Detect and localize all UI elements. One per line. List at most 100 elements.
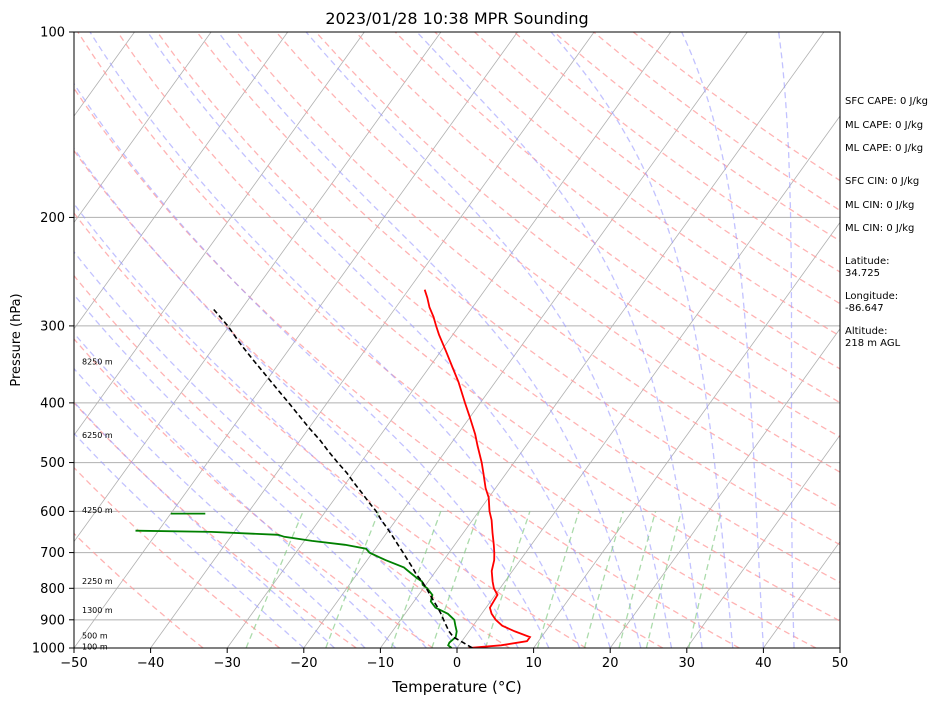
isotherm-line: [686, 434, 840, 648]
dry-adiabat-line: [116, 32, 840, 622]
dewpoint-line: [135, 529, 458, 648]
isotherm-line: [533, 221, 840, 648]
dry-adiabat-line: [235, 32, 840, 509]
height-label: 2250 m: [82, 577, 113, 586]
x-tick-label: −30: [213, 656, 240, 671]
isotherm-line: [74, 32, 289, 330]
mixing-ratio-line: [325, 511, 380, 648]
moist-adiabat-line: [74, 400, 335, 648]
isotherm-line: [226, 32, 672, 648]
moist-adiabat-line: [217, 32, 642, 648]
temperature-line: [423, 289, 532, 648]
dry-adiabat-line: [77, 32, 817, 648]
y-tick-label: 100: [40, 26, 65, 41]
x-tick-label: −10: [367, 656, 394, 671]
x-tick-label: 50: [832, 656, 849, 671]
x-tick-label: −50: [60, 656, 87, 671]
isotherm-line: [380, 32, 825, 648]
isotherm-line: [74, 32, 442, 543]
info-line: ML CIN: 0 J/kg: [845, 200, 914, 211]
y-tick-label: 500: [40, 456, 65, 471]
x-tick-label: 20: [602, 656, 619, 671]
x-tick-label: −40: [137, 656, 164, 671]
mixing-ratio-line: [618, 511, 657, 648]
moist-adiabat-line: [74, 82, 550, 648]
isotherm-line: [150, 32, 595, 648]
moist-adiabat-line: [74, 202, 489, 648]
moist-adiabat-line: [89, 32, 581, 648]
x-tick-label: 0: [453, 656, 461, 671]
dry-adiabat-line: [74, 212, 587, 648]
info-line: ML CIN: 0 J/kg: [845, 223, 914, 234]
background-lines: [74, 32, 840, 648]
mixing-ratio-line: [536, 511, 580, 648]
mixing-ratio-line: [390, 511, 442, 648]
x-tick-label: 10: [525, 656, 542, 671]
isotherm-line: [303, 32, 748, 648]
moist-adiabat-line: [550, 32, 734, 648]
height-labels: 100 m 500 m 1300 m 2250 m 4250 m 6250 m 8250 m: [82, 358, 113, 652]
info-line: Altitude:: [845, 326, 887, 337]
x-axis-label: Temperature (°C): [391, 678, 521, 696]
isotherm-line: [456, 115, 840, 648]
info-line: SFC CAPE: 0 J/kg: [845, 96, 928, 107]
moist-adiabat-line: [74, 432, 305, 648]
mixing-ratio-line: [688, 511, 722, 648]
moist-adiabat-line: [147, 32, 611, 648]
moist-adiabat-line: [305, 32, 673, 648]
mixing-ratio-line: [645, 511, 683, 648]
sounding-lines: [135, 289, 532, 648]
dry-adiabat-line: [196, 32, 840, 546]
height-label: 8250 m: [82, 358, 113, 367]
moist-adiabat-line: [681, 32, 765, 648]
height-label: 1300 m: [82, 606, 113, 615]
isotherm-line: [74, 32, 212, 224]
dry-adiabat-line: [156, 32, 840, 584]
x-tick-label: 40: [755, 656, 772, 671]
x-tick-label: −20: [290, 656, 317, 671]
isotherm-line: [609, 328, 840, 648]
moist-adiabat-line: [416, 32, 703, 648]
y-tick-label: 700: [40, 546, 65, 561]
info-line: -86.647: [845, 303, 884, 314]
moist-adiabat-line: [74, 367, 366, 648]
mixing-ratio-line: [431, 511, 480, 648]
dry-adiabat-line: [355, 32, 840, 404]
mixing-ratio-line: [484, 511, 531, 648]
isotherm-line: [74, 32, 365, 436]
height-label: 4250 m: [82, 506, 113, 515]
dry-adiabat-line: [74, 466, 281, 648]
info-line: 34.725: [845, 268, 880, 279]
isotherm-line: [763, 540, 840, 648]
parcel-line: [211, 306, 473, 648]
y-axis-label: Pressure (hPa): [9, 293, 24, 386]
y-tick-label: 600: [40, 505, 65, 520]
info-line: Longitude:: [845, 291, 898, 302]
y-tick-label: 1000: [32, 642, 65, 657]
y-tick-label: 200: [40, 211, 65, 226]
x-axis-ticks: −50 −40 −30 −20 −10 0 10 20 30 40 50: [60, 648, 848, 671]
y-tick-label: 300: [40, 319, 65, 334]
sounding-info: SFC CAPE: 0 J/kg ML CAPE: 0 J/kg ML CAPE: …: [845, 96, 928, 349]
mixing-ratio-line: [245, 511, 304, 648]
dry-adiabat-line: [74, 274, 510, 648]
info-line: SFC CIN: 0 J/kg: [845, 176, 919, 187]
x-tick-label: 30: [679, 656, 696, 671]
y-tick-label: 400: [40, 396, 65, 411]
dry-adiabat-line: [74, 87, 740, 648]
moist-adiabat-line: [74, 250, 458, 648]
moist-adiabat-line: [778, 32, 795, 648]
dry-adiabat-line: [74, 401, 357, 648]
height-label: 500 m: [82, 632, 108, 641]
mixing-ratio-line: [583, 511, 624, 648]
info-line: ML CAPE: 0 J/kg: [845, 143, 923, 154]
height-label: 6250 m: [82, 431, 113, 440]
y-tick-label: 800: [40, 582, 65, 597]
plot-frame: [73, 31, 841, 649]
info-line: 218 m AGL: [845, 338, 901, 349]
dry-adiabat-line: [74, 337, 434, 648]
y-tick-label: 900: [40, 613, 65, 628]
y-axis-ticks: 1000 900 800 700 600 500 400 300 200 100: [32, 26, 74, 657]
moist-adiabat-line: [74, 332, 397, 648]
